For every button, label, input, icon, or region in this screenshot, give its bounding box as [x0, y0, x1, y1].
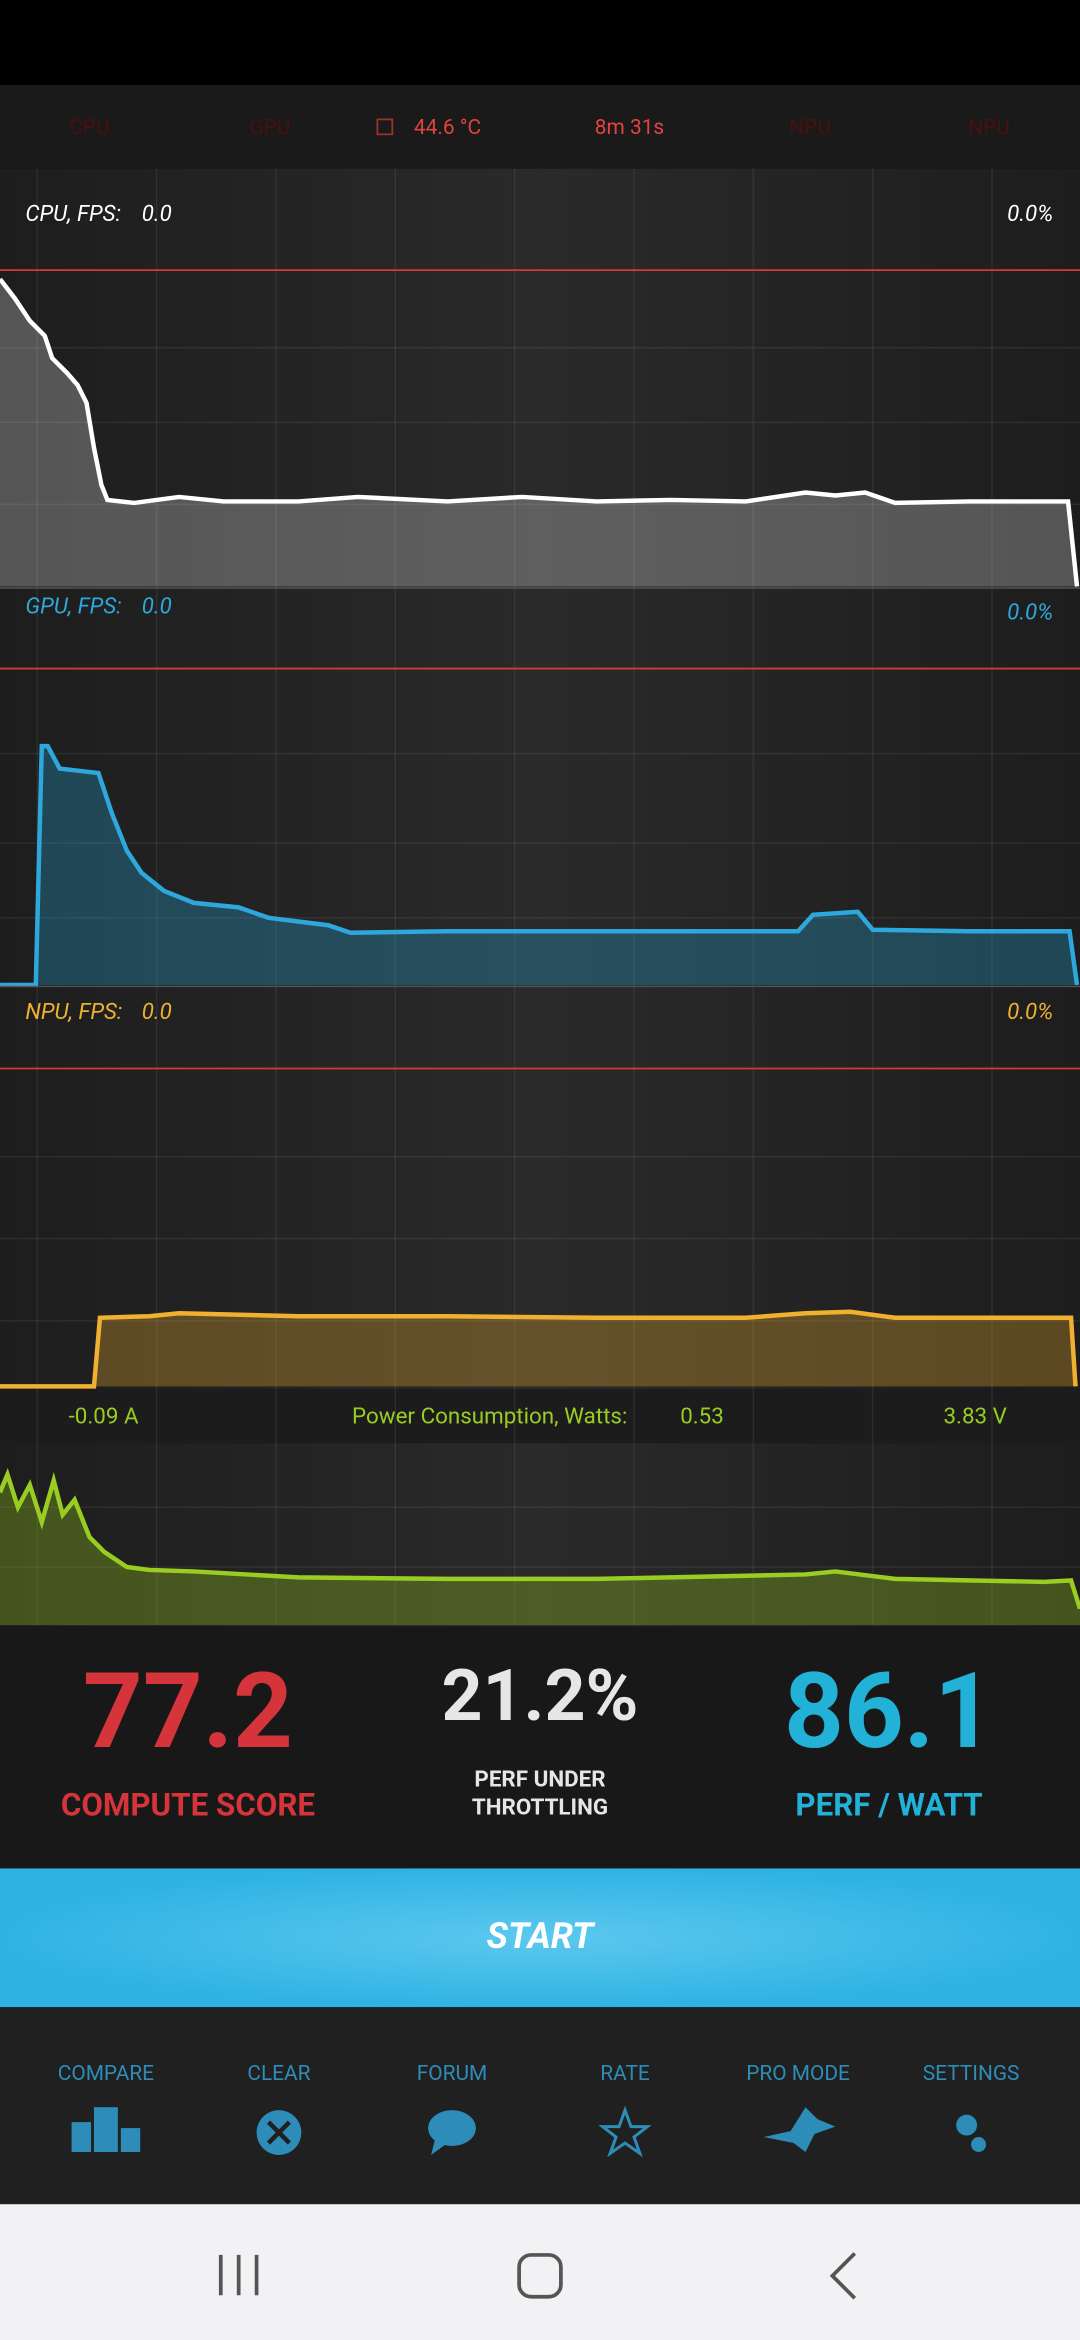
- cpu-area: [0, 279, 1078, 587]
- start-label[interactable]: START: [486, 1915, 596, 1957]
- tab[interactable]: NPU: [789, 116, 831, 140]
- compare-icon[interactable]: [71, 2122, 91, 2152]
- settings-icon[interactable]: [956, 2114, 978, 2136]
- graph-label: NPU, FPS:: [25, 999, 122, 1025]
- graph-percent: 0.0%: [1007, 201, 1053, 227]
- tab[interactable]: GPU: [250, 116, 291, 140]
- graphs-background: [0, 168, 1080, 1390]
- graph-label: GPU, FPS:: [25, 593, 121, 619]
- nav-label[interactable]: COMPARE: [58, 2062, 154, 2086]
- pro-mode-icon[interactable]: [763, 2107, 836, 2152]
- temperature: 44.6 °C: [414, 116, 481, 140]
- graph-percent: 0.0%: [1007, 999, 1053, 1025]
- score-label: PERF UNDER: [474, 1766, 605, 1792]
- throttling-score: 21.2%: [442, 1655, 639, 1738]
- gpu-line: [0, 743, 1080, 988]
- score-label: PERF / WATT: [795, 1787, 982, 1824]
- npu-line: [0, 1309, 1078, 1389]
- score-label: THROTTLING: [472, 1795, 608, 1821]
- scores-panel: [0, 1626, 1080, 1869]
- back-button[interactable]: [829, 2252, 857, 2300]
- current: -0.09 A: [69, 1404, 139, 1430]
- nav-label[interactable]: RATE: [600, 2062, 650, 2086]
- graph-percent: 0.0%: [1007, 599, 1053, 625]
- graph-fps: 0.0: [142, 999, 172, 1025]
- home-button[interactable]: [517, 2253, 563, 2299]
- power-label: Power Consumption, Watts:: [352, 1404, 627, 1430]
- power-bar: [0, 1389, 1080, 1444]
- timer: 8m 31s: [595, 116, 664, 140]
- gpu-area: [0, 746, 1078, 985]
- rate-icon[interactable]: [598, 2105, 652, 2158]
- tab[interactable]: CPU: [69, 116, 109, 140]
- cpu-line: [0, 277, 1080, 587]
- nav-label[interactable]: SETTINGS: [923, 2062, 1020, 2086]
- watts: 0.53: [680, 1404, 724, 1430]
- start-button[interactable]: [0, 1868, 1080, 2008]
- status-bar: [0, 0, 1080, 86]
- forum-icon[interactable]: [428, 2110, 476, 2146]
- graph-fps: 0.0: [142, 201, 172, 227]
- power-line: [0, 1467, 1080, 1610]
- graph-label: CPU, FPS:: [25, 201, 121, 227]
- grid: [0, 168, 1080, 1626]
- system-nav: [0, 2204, 1080, 2340]
- tab-bar: [0, 85, 1080, 169]
- compute-score: 77.2: [83, 1651, 293, 1773]
- bottom-nav: [0, 2007, 1080, 2205]
- nav-icons: [71, 2105, 987, 2158]
- graph-fps: 0.0: [142, 593, 172, 619]
- chip-icon: [376, 118, 394, 136]
- nav-label[interactable]: CLEAR: [247, 2062, 310, 2086]
- nav-label[interactable]: PRO MODE: [746, 2062, 850, 2086]
- score-label: COMPUTE SCORE: [61, 1787, 315, 1824]
- npu-area: [0, 1311, 1076, 1387]
- tab[interactable]: NPU: [968, 116, 1010, 140]
- perf-watt-score: 86.1: [784, 1651, 994, 1773]
- power-area: [0, 1474, 1080, 1626]
- nav-label[interactable]: FORUM: [417, 2062, 488, 2086]
- recents-button[interactable]: [218, 2254, 259, 2296]
- power-graph-background: [0, 1443, 1080, 1627]
- voltage: 3.83 V: [943, 1404, 1006, 1430]
